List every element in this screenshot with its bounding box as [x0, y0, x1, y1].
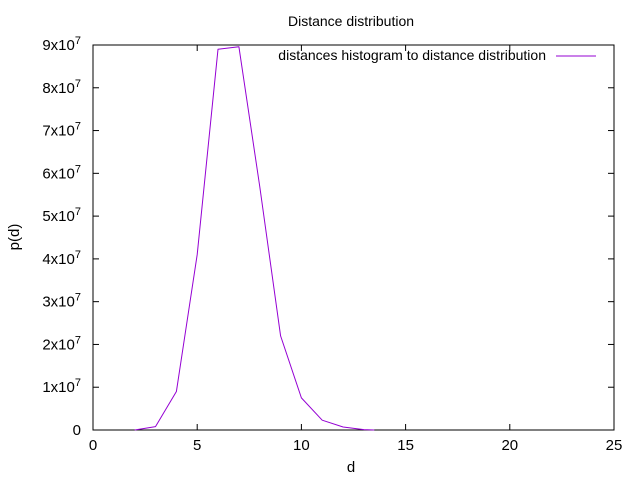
y-tick-label: 6x107: [42, 163, 81, 182]
series-layer: [134, 46, 375, 431]
x-tick-label: 10: [293, 437, 310, 454]
y-tick-label: 8x107: [42, 78, 81, 97]
y-axis-ticks: 0 1x107 2x107 3x107 4x107 5x107 6x107 7x107 8x10…: [42, 35, 614, 439]
series-line: [134, 46, 375, 431]
x-axis-ticks: 0 5 10 15 20 25: [89, 45, 623, 454]
y-tick-label: 9x107: [42, 35, 81, 54]
legend-label: distances histogram to distance distribu…: [278, 47, 546, 63]
y-tick-label: 3x107: [42, 292, 81, 311]
x-tick-label: 5: [193, 437, 201, 454]
y-tick-label: 2x107: [42, 334, 81, 353]
x-tick-label: 15: [397, 437, 414, 454]
y-tick-label: 1x107: [42, 377, 81, 396]
plot-frame: [92, 44, 615, 431]
x-tick-label: 0: [89, 437, 97, 454]
x-axis-label: d: [347, 459, 355, 476]
x-tick-label: 20: [501, 437, 518, 454]
y-tick-label: 7x107: [42, 121, 81, 140]
y-tick-label: 5x107: [42, 206, 81, 225]
y-tick-label: 0: [73, 422, 81, 439]
x-tick-label: 25: [606, 437, 623, 454]
legend: distances histogram to distance distribu…: [278, 47, 596, 63]
y-tick-label: 4x107: [42, 249, 81, 268]
y-axis-label: p(d): [6, 224, 23, 251]
chart-title: Distance distribution: [288, 13, 414, 29]
